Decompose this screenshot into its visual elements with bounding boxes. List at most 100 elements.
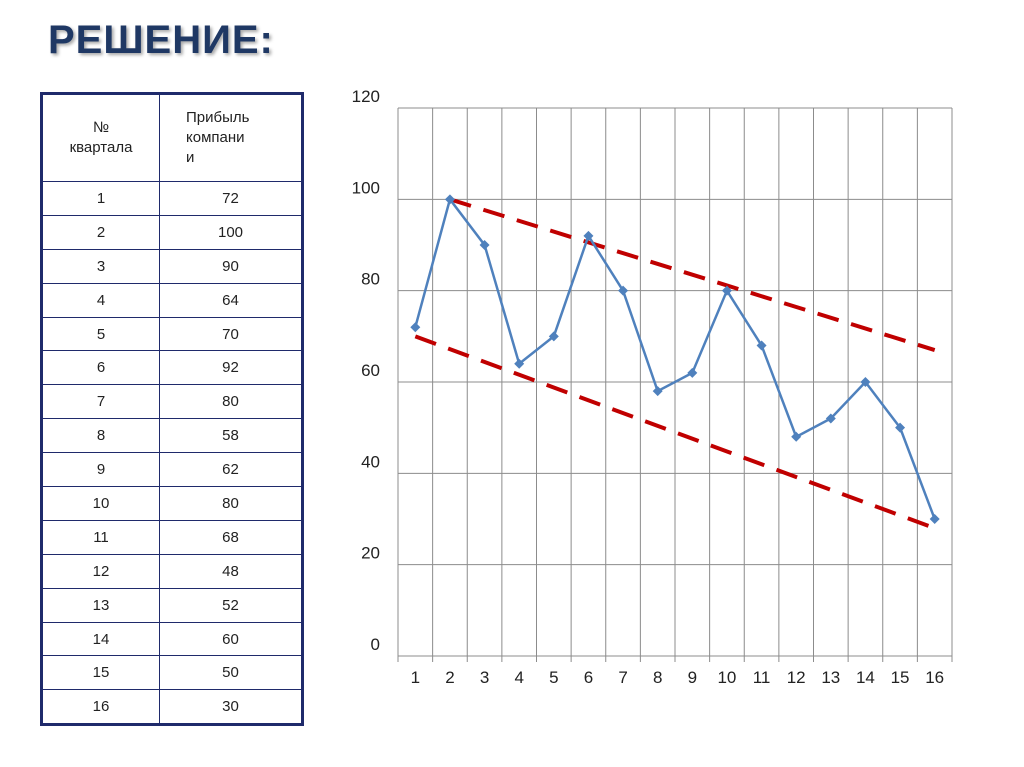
table-row: 4 64 bbox=[43, 283, 301, 318]
data-point bbox=[687, 367, 698, 378]
x-tick-label: 6 bbox=[584, 668, 593, 687]
quarter-cell: 14 bbox=[43, 622, 160, 657]
x-tick-label: 12 bbox=[787, 668, 806, 687]
data-point bbox=[756, 340, 767, 351]
profit-cell: 60 bbox=[159, 622, 301, 657]
quarter-cell: 1 bbox=[43, 181, 160, 216]
header-profit-line: и bbox=[186, 149, 195, 166]
trend-line bbox=[449, 197, 936, 352]
x-tick-label: 2 bbox=[445, 668, 454, 687]
table-row: 9 62 bbox=[43, 452, 301, 488]
profit-cell: 100 bbox=[159, 215, 301, 250]
profit-cell: 80 bbox=[159, 486, 301, 521]
table-row: 11 68 bbox=[43, 520, 301, 555]
quarter-cell: 15 bbox=[43, 655, 160, 691]
profit-cell: 58 bbox=[159, 418, 301, 454]
table-row: 10 80 bbox=[43, 486, 301, 521]
header-quarter-line: квартала bbox=[69, 139, 133, 156]
table-row: 5 70 bbox=[43, 317, 301, 352]
data-point bbox=[721, 285, 732, 296]
x-tick-label: 9 bbox=[688, 668, 697, 687]
y-tick-label: 20 bbox=[361, 544, 380, 563]
profit-cell: 90 bbox=[159, 249, 301, 284]
quarter-cell: 13 bbox=[43, 588, 160, 623]
page-title: РЕШЕНИЕ: bbox=[48, 18, 274, 62]
trend-line bbox=[414, 334, 936, 531]
x-tick-label: 8 bbox=[653, 668, 662, 687]
quarter-cell: 4 bbox=[43, 283, 160, 318]
y-tick-label: 40 bbox=[361, 452, 380, 471]
header-profit-line: Прибыль bbox=[186, 109, 250, 126]
x-tick-label: 3 bbox=[480, 668, 489, 687]
data-point bbox=[410, 322, 421, 333]
profit-cell: 64 bbox=[159, 283, 301, 318]
data-point bbox=[825, 413, 836, 424]
y-tick-label: 80 bbox=[361, 270, 380, 289]
x-tick-label: 11 bbox=[753, 668, 771, 687]
table-row: 15 50 bbox=[43, 655, 301, 691]
y-tick-label: 0 bbox=[371, 635, 380, 654]
data-point bbox=[929, 514, 940, 524]
profit-cell: 48 bbox=[159, 554, 301, 589]
quarter-cell: 7 bbox=[43, 384, 160, 420]
table-row: 7 80 bbox=[43, 384, 301, 420]
data-point bbox=[514, 358, 525, 369]
table-row: 13 52 bbox=[43, 588, 301, 623]
data-point bbox=[444, 194, 455, 205]
data-point bbox=[618, 285, 629, 296]
data-point bbox=[479, 240, 490, 250]
quarter-cell: 11 bbox=[43, 520, 160, 555]
profit-cell: 52 bbox=[159, 588, 301, 623]
table-row: 3 90 bbox=[43, 249, 301, 284]
table-row: 16 30 bbox=[43, 689, 301, 723]
x-tick-label: 14 bbox=[856, 668, 875, 687]
y-tick-label: 120 bbox=[352, 90, 380, 106]
profit-cell: 80 bbox=[159, 384, 301, 420]
profit-table: № квартала Прибыль компани и 1 72 2 100 3 90 4… bbox=[40, 92, 304, 726]
quarter-cell: 16 bbox=[43, 689, 160, 723]
data-point bbox=[860, 377, 871, 387]
x-tick-label: 15 bbox=[891, 668, 910, 687]
data-point bbox=[791, 431, 802, 442]
profit-cell: 70 bbox=[159, 317, 301, 352]
x-tick-label: 4 bbox=[514, 668, 523, 687]
table-row: 8 58 bbox=[43, 418, 301, 454]
table-row: 14 60 bbox=[43, 622, 301, 657]
table-row: 1 72 bbox=[43, 181, 301, 216]
header-quarter-line: № bbox=[92, 119, 110, 136]
profit-cell: 50 bbox=[159, 655, 301, 691]
table-row: 12 48 bbox=[43, 554, 301, 589]
x-tick-label: 13 bbox=[821, 668, 840, 687]
y-tick-label: 100 bbox=[352, 178, 380, 197]
table-row: 6 92 bbox=[43, 350, 301, 386]
quarter-cell: 8 bbox=[43, 418, 160, 454]
quarter-cell: 2 bbox=[43, 215, 160, 250]
quarter-cell: 12 bbox=[43, 554, 160, 589]
header-profit: Прибыль компани и bbox=[159, 95, 301, 182]
x-tick-label: 5 bbox=[549, 668, 558, 687]
profit-cell: 30 bbox=[222, 698, 239, 716]
x-tick-label: 7 bbox=[618, 668, 627, 687]
quarter-cell: 3 bbox=[43, 249, 160, 284]
data-point bbox=[583, 230, 594, 241]
quarter-cell: 9 bbox=[43, 452, 160, 488]
quarter-cell: 6 bbox=[43, 350, 160, 386]
series-line bbox=[414, 196, 936, 520]
profit-cell: 68 bbox=[159, 520, 301, 555]
table-header-row: № квартала Прибыль компани и bbox=[43, 95, 301, 182]
data-point bbox=[895, 422, 906, 433]
x-tick-label: 10 bbox=[717, 668, 736, 687]
quarter-cell: 5 bbox=[43, 317, 160, 352]
header-quarter: № квартала bbox=[43, 95, 160, 182]
x-tick-label: 1 bbox=[411, 668, 420, 687]
data-point bbox=[548, 331, 559, 342]
profit-cell: 72 bbox=[159, 181, 301, 216]
table-row: 2 100 bbox=[43, 215, 301, 250]
quarter-cell: 10 bbox=[43, 486, 160, 521]
header-profit-line: компани bbox=[186, 129, 245, 146]
x-tick-label: 16 bbox=[925, 668, 944, 687]
profit-cell: 62 bbox=[159, 452, 301, 488]
y-tick-label: 60 bbox=[361, 361, 380, 380]
data-point bbox=[652, 386, 663, 397]
